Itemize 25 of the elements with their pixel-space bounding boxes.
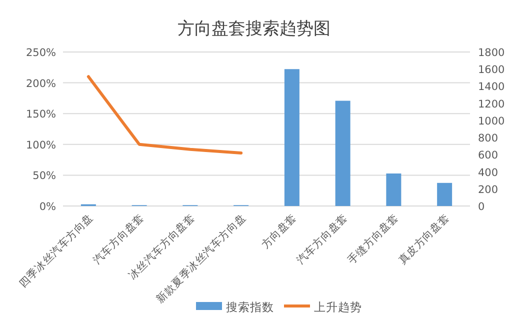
y-tick-label: 150% (26, 108, 56, 121)
y2-tick-label: 600 (478, 150, 498, 162)
y2-tick-label: 1600 (478, 64, 505, 76)
y2-tick-label: 1800 (478, 47, 505, 59)
x-tick-label: 方向盘套 (258, 210, 300, 252)
bar (284, 69, 300, 206)
y2-tick-label: 200 (478, 184, 498, 196)
bar (386, 173, 402, 206)
y2-tick-label: 1400 (478, 81, 505, 94)
y-tick-label: 250% (26, 47, 56, 59)
y2-tick-label: 1000 (478, 115, 505, 128)
y-tick-label: 200% (26, 78, 56, 90)
y2-tick-label: 400 (478, 166, 498, 179)
y2-tick-label: 1200 (478, 98, 505, 110)
y-tick-label: 50% (32, 170, 56, 182)
y-tick-label: 100% (26, 139, 56, 152)
legend-label: 搜索指数 (226, 300, 274, 314)
y-tick-label: 0% (39, 201, 56, 213)
y2-tick-label: 0 (478, 201, 485, 213)
bar (437, 182, 452, 206)
line-series (86, 75, 243, 155)
chart-title: 方向盘套搜索趋势图 (178, 19, 330, 39)
bar (335, 100, 350, 206)
y2-tick-label: 800 (478, 132, 498, 145)
legend-label: 上升趋势 (314, 300, 362, 314)
